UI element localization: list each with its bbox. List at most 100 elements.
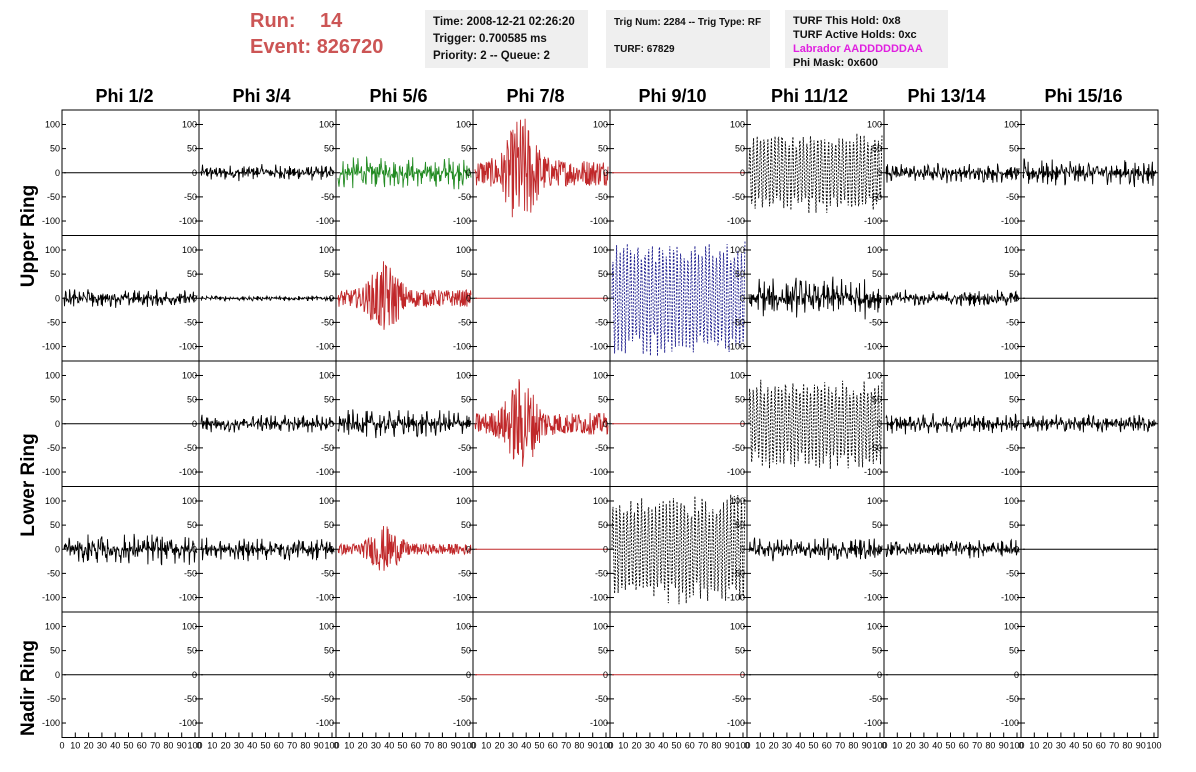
y-tick-label-r4-c5-2: 0: [740, 670, 745, 680]
y-tick-label-r3-c3-3: -50: [458, 568, 471, 578]
waveform-r2-c5: [748, 379, 883, 469]
y-tick-label-r3-c7-2: 0: [1014, 544, 1019, 554]
y-tick-label-r3-c2-2: 0: [329, 544, 334, 554]
y-tick-label-r1-c0-3: -50: [47, 317, 60, 327]
y-tick-label-r3-c4-0: 100: [593, 496, 608, 506]
y-tick-label-r3-c0-3: -50: [47, 568, 60, 578]
x-tick-label-c3-8: 80: [574, 741, 584, 751]
x-tick-label-c3-3: 30: [508, 741, 518, 751]
y-tick-label-r2-c1-4: -100: [179, 467, 197, 477]
x-tick-label-c2-0: 0: [333, 741, 338, 751]
y-tick-label-r0-c2-1: 50: [324, 144, 334, 154]
y-tick-label-r2-c5-1: 50: [735, 395, 745, 405]
y-tick-label-r3-c1-2: 0: [192, 544, 197, 554]
column-header-phi-15-16: Phi 15/16: [1044, 86, 1123, 106]
y-tick-label-r1-c5-0: 100: [730, 245, 745, 255]
y-tick-label-r1-c6-3: -50: [869, 317, 882, 327]
column-header-phi-9-10: Phi 9/10: [638, 86, 707, 106]
y-tick-label-r0-c3-1: 50: [461, 144, 471, 154]
x-tick-label-c6-9: 90: [999, 741, 1009, 751]
waveform-r0-c1: [200, 164, 335, 182]
y-tick-label-r4-c4-4: -100: [590, 718, 608, 728]
x-tick-label-c6-7: 70: [972, 741, 982, 751]
x-tick-label-c2-10: 100: [461, 741, 476, 751]
y-tick-label-r1-c4-3: -50: [595, 317, 608, 327]
y-tick-label-r2-c0-4: -100: [42, 467, 60, 477]
y-tick-label-r4-c2-4: -100: [316, 718, 334, 728]
y-tick-label-r0-c1-4: -100: [179, 216, 197, 226]
y-tick-label-r4-c0-3: -50: [47, 694, 60, 704]
waveform-r3-c1: [200, 537, 335, 562]
x-tick-label-c6-10: 100: [1009, 741, 1024, 751]
y-tick-label-r0-c2-2: 0: [329, 168, 334, 178]
y-tick-label-r0-c7-1: 50: [1009, 144, 1019, 154]
y-tick-label-r3-c7-1: 50: [1009, 520, 1019, 530]
waveform-r1-c0: [63, 289, 198, 308]
y-tick-label-r0-c4-2: 0: [603, 168, 608, 178]
y-tick-label-r0-c7-4: -100: [1001, 216, 1019, 226]
x-tick-label-c4-4: 40: [658, 741, 668, 751]
y-tick-label-r4-c7-4: -100: [1001, 718, 1019, 728]
x-tick-label-c0-2: 20: [84, 741, 94, 751]
trig-info-box: Trig Num: 2284 -- Trig Type: RF TURF: 67…: [606, 10, 770, 68]
column-header-phi-7-8: Phi 7/8: [506, 86, 565, 106]
y-tick-label-r4-c0-2: 0: [55, 670, 60, 680]
waveform-r3-c4: [611, 494, 746, 605]
y-tick-label-r2-c0-3: -50: [47, 443, 60, 453]
y-tick-label-r1-c3-4: -100: [453, 342, 471, 352]
x-tick-label-c4-3: 30: [645, 741, 655, 751]
y-tick-label-r4-c4-0: 100: [593, 621, 608, 631]
x-tick-label-c0-3: 30: [97, 741, 107, 751]
x-tick-label-c3-5: 50: [534, 741, 544, 751]
y-tick-label-r1-c3-1: 50: [461, 269, 471, 279]
y-tick-label-r2-c4-4: -100: [590, 467, 608, 477]
x-tick-label-c4-10: 100: [735, 741, 750, 751]
y-tick-label-r4-c5-4: -100: [727, 718, 745, 728]
x-tick-label-c3-2: 20: [495, 741, 505, 751]
x-tick-label-c4-8: 80: [711, 741, 721, 751]
y-tick-label-r1-c1-3: -50: [184, 317, 197, 327]
x-tick-label-c1-9: 90: [314, 741, 324, 751]
y-tick-label-r1-c0-0: 100: [45, 245, 60, 255]
y-tick-label-r2-c4-0: 100: [593, 370, 608, 380]
y-tick-label-r0-c2-4: -100: [316, 216, 334, 226]
y-tick-label-r2-c2-0: 100: [319, 370, 334, 380]
y-tick-label-r1-c1-4: -100: [179, 342, 197, 352]
y-tick-label-r2-c4-1: 50: [598, 395, 608, 405]
y-tick-label-r1-c1-2: 0: [192, 293, 197, 303]
x-tick-label-c5-2: 20: [769, 741, 779, 751]
x-tick-label-c0-9: 90: [177, 741, 187, 751]
x-tick-label-c1-4: 40: [247, 741, 257, 751]
y-tick-label-r0-c1-3: -50: [184, 192, 197, 202]
x-tick-label-c1-8: 80: [300, 741, 310, 751]
x-tick-label-c7-6: 60: [1096, 741, 1106, 751]
x-tick-label-c2-5: 50: [397, 741, 407, 751]
waveform-r3-c0: [63, 533, 198, 566]
y-tick-label-r4-c0-0: 100: [45, 621, 60, 631]
priority-text: Priority: 2 -- Queue: 2: [433, 50, 550, 62]
y-tick-label-r2-c0-2: 0: [55, 419, 60, 429]
x-tick-label-c0-0: 0: [59, 741, 64, 751]
y-tick-label-r0-c5-3: -50: [732, 192, 745, 202]
y-tick-label-r1-c6-0: 100: [867, 245, 882, 255]
y-tick-label-r4-c7-3: -50: [1006, 694, 1019, 704]
x-tick-label-c0-1: 10: [70, 741, 80, 751]
x-tick-label-c5-6: 60: [822, 741, 832, 751]
waveform-r0-c5: [748, 133, 883, 214]
y-tick-label-r0-c4-4: -100: [590, 216, 608, 226]
y-tick-label-r1-c5-1: 50: [735, 269, 745, 279]
y-tick-label-r4-c3-1: 50: [461, 646, 471, 656]
x-tick-label-c5-3: 30: [782, 741, 792, 751]
y-tick-label-r3-c6-4: -100: [864, 593, 882, 603]
y-tick-label-r0-c7-2: 0: [1014, 168, 1019, 178]
y-tick-label-r2-c2-4: -100: [316, 467, 334, 477]
event-label: Event:: [250, 36, 312, 58]
x-tick-label-c3-1: 10: [481, 741, 491, 751]
x-tick-label-c4-7: 70: [698, 741, 708, 751]
y-tick-label-r0-c0-4: -100: [42, 216, 60, 226]
y-tick-label-r1-c7-3: -50: [1006, 317, 1019, 327]
waveform-r2-c1: [200, 414, 335, 433]
x-tick-label-c0-8: 80: [163, 741, 173, 751]
time-info-box: Time: 2008-12-21 02:26:20 Trigger: 0.700…: [425, 10, 588, 68]
y-tick-label-r3-c4-4: -100: [590, 593, 608, 603]
